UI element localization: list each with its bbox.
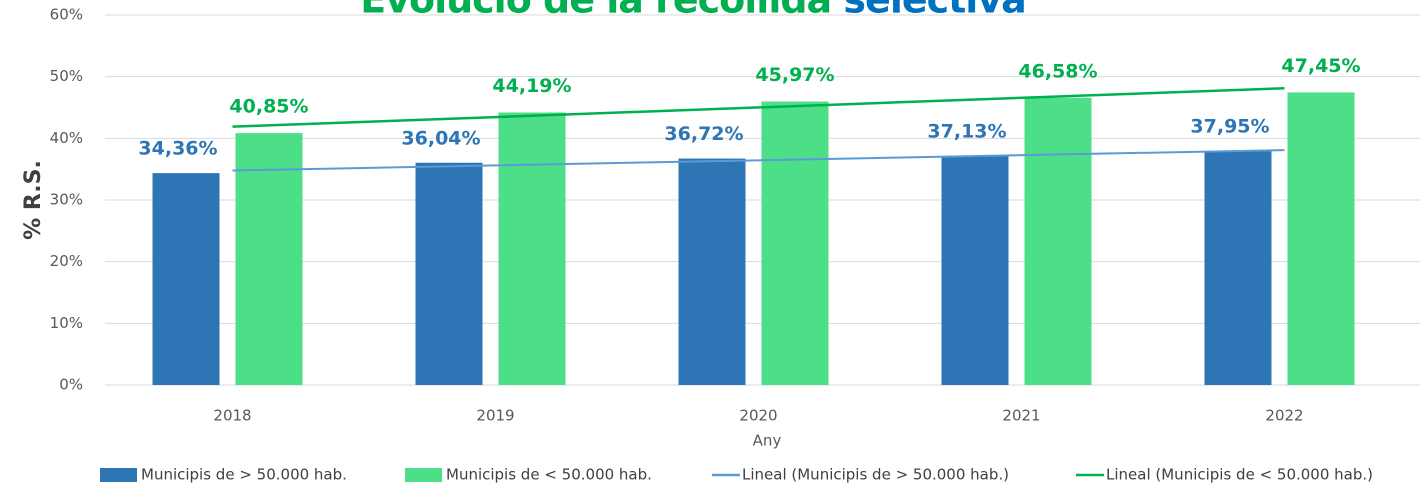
bar xyxy=(415,162,483,385)
data-label: 44,19% xyxy=(492,75,571,97)
legend-swatch xyxy=(100,468,137,482)
data-label: 47,45% xyxy=(1281,55,1360,77)
y-axis-label: % R.S. xyxy=(21,160,46,240)
y-tick-label: 10% xyxy=(50,314,83,332)
bar xyxy=(235,133,303,385)
x-tick-label: 2021 xyxy=(1002,407,1040,425)
data-label: 37,13% xyxy=(927,121,1006,143)
trendline xyxy=(232,149,1285,172)
y-tick-label: 30% xyxy=(50,191,83,209)
bar xyxy=(1024,97,1092,386)
x-tick-label: 2019 xyxy=(476,407,514,425)
x-tick-label: 2022 xyxy=(1265,407,1303,425)
x-tick-label: 2018 xyxy=(213,407,251,425)
chart-title: Evolució de la recollida selectiva xyxy=(360,0,1026,22)
x-tick-label: 2020 xyxy=(739,407,777,425)
bar xyxy=(1287,92,1355,386)
legend-swatch xyxy=(405,468,442,482)
y-tick-label: 20% xyxy=(50,252,83,270)
y-tick-label: 40% xyxy=(50,129,83,147)
data-label: 45,97% xyxy=(755,64,834,86)
y-tick-label: 0% xyxy=(59,376,83,394)
legend-label: Municipis de > 50.000 hab. xyxy=(141,466,347,484)
y-tick-label: 50% xyxy=(50,67,83,85)
data-label: 34,36% xyxy=(138,138,217,160)
data-label: 36,72% xyxy=(664,123,743,145)
bar xyxy=(152,173,220,385)
bar xyxy=(941,156,1009,385)
x-axis-label: Any xyxy=(753,432,782,450)
data-label: 46,58% xyxy=(1018,60,1097,82)
legend-label: Municipis de < 50.000 hab. xyxy=(446,466,652,484)
bar xyxy=(1204,150,1272,385)
y-tick-label: 60% xyxy=(50,6,83,24)
legend-label: Lineal (Municipis de > 50.000 hab.) xyxy=(742,466,1009,484)
data-label: 37,95% xyxy=(1190,115,1269,137)
data-label: 40,85% xyxy=(229,96,308,118)
trendline xyxy=(232,86,1285,128)
legend-label: Lineal (Municipis de < 50.000 hab.) xyxy=(1106,466,1373,484)
bar xyxy=(678,158,746,385)
bar xyxy=(498,112,566,386)
bar xyxy=(761,101,829,385)
data-label: 36,04% xyxy=(401,127,480,149)
